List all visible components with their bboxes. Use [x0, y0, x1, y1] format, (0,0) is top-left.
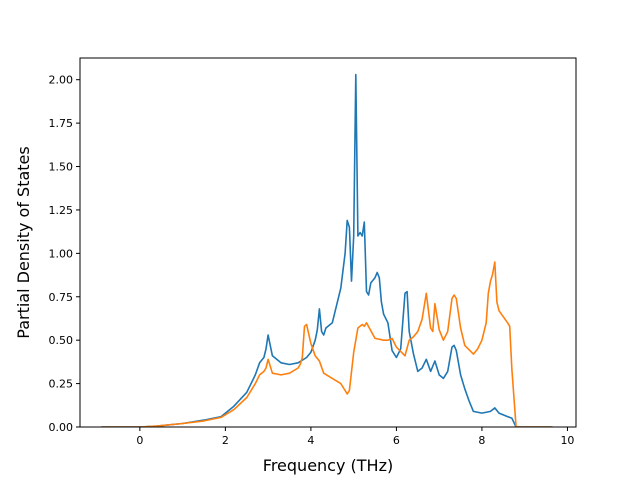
x-tick-label: 2 [222, 434, 229, 447]
plot-area [101, 73, 553, 427]
x-axis-label: Frequency (THz) [263, 456, 393, 475]
x-tick-label: 10 [560, 434, 574, 447]
y-tick-label: 0.75 [49, 291, 74, 304]
y-tick-label: 0.50 [49, 334, 74, 347]
series-line-1 [101, 73, 553, 427]
x-axis: 0 2 4 6 8 10 [136, 427, 574, 447]
axes-frame [79, 57, 577, 428]
series-line-2 [101, 261, 553, 427]
y-tick-label: 1.75 [49, 117, 74, 130]
y-axis: 0.00 0.25 0.50 0.75 1.00 1.25 1.50 1.75 2.00 [49, 74, 80, 434]
y-tick-label: 2.00 [49, 74, 74, 87]
x-tick-label: 4 [307, 434, 314, 447]
y-axis-label: Partial Density of States [14, 146, 33, 338]
y-tick-label: 1.00 [49, 247, 74, 260]
x-tick-label: 6 [393, 434, 400, 447]
y-tick-label: 1.25 [49, 204, 74, 217]
y-tick-label: 0.25 [49, 378, 74, 391]
y-tick-label: 1.50 [49, 161, 74, 174]
x-tick-label: 0 [136, 434, 143, 447]
y-tick-label: 0.00 [49, 421, 74, 434]
x-tick-label: 8 [478, 434, 485, 447]
